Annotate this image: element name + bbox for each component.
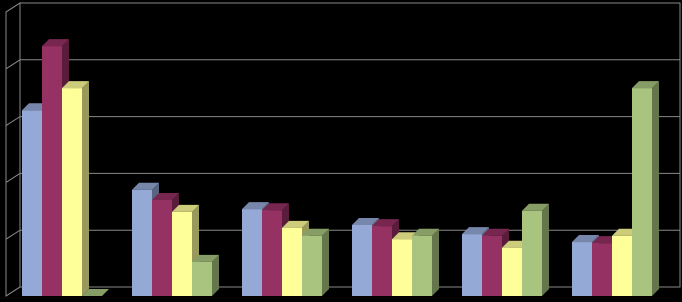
bar-front	[152, 200, 172, 296]
bar-top	[42, 39, 69, 47]
bar-top	[242, 202, 269, 210]
bar-front	[572, 242, 592, 296]
bar-front	[482, 235, 502, 296]
bar-top	[632, 81, 659, 89]
bar-top	[62, 81, 89, 89]
bar-front	[62, 88, 82, 296]
bar-front	[522, 210, 542, 296]
bar-top	[412, 228, 439, 236]
bar-top	[482, 228, 509, 236]
bar	[192, 254, 219, 296]
bar-top	[372, 219, 399, 227]
bar	[62, 81, 89, 296]
bar-front	[282, 227, 302, 296]
grid-line	[5, 2, 680, 13]
bar-front	[372, 226, 392, 296]
grid-line	[5, 229, 680, 240]
bar-front	[632, 88, 652, 296]
bar-front	[132, 189, 152, 296]
grid-line	[5, 172, 680, 183]
bar-top	[302, 228, 329, 236]
bar-front	[262, 210, 282, 296]
bar-top	[172, 204, 199, 212]
bar-front	[352, 225, 372, 296]
bar-side	[212, 254, 219, 296]
bar-top	[282, 220, 309, 228]
bar-front	[502, 247, 522, 296]
bar-front	[302, 235, 322, 296]
bar	[522, 203, 549, 296]
bar-front	[242, 209, 262, 296]
bar-side	[322, 228, 329, 296]
bar-side	[82, 81, 89, 296]
bar-top	[262, 203, 289, 211]
bar-top	[462, 227, 489, 235]
bar-front	[192, 261, 212, 296]
bar	[412, 228, 439, 296]
bar-top	[152, 193, 179, 201]
bar-top	[82, 289, 109, 296]
bar-top	[522, 203, 549, 211]
bar-top	[192, 254, 219, 262]
grid-line	[5, 116, 680, 127]
bar-side	[432, 228, 439, 296]
grid-line	[5, 286, 680, 297]
bar-front	[612, 235, 632, 296]
bar-top	[352, 218, 379, 225]
bar	[632, 81, 659, 296]
bar-front	[462, 234, 482, 296]
bar-front	[392, 239, 412, 296]
bar-front	[412, 235, 432, 296]
bar-front	[42, 46, 62, 296]
bar-top	[132, 182, 159, 190]
grid-line	[5, 59, 680, 70]
bar	[302, 228, 329, 296]
bar-front	[172, 211, 192, 296]
bar	[82, 289, 109, 296]
bar-front	[22, 110, 42, 296]
bar-side	[652, 81, 659, 296]
bar-top	[572, 235, 599, 243]
bar-side	[542, 203, 549, 296]
bar-front	[592, 243, 612, 296]
